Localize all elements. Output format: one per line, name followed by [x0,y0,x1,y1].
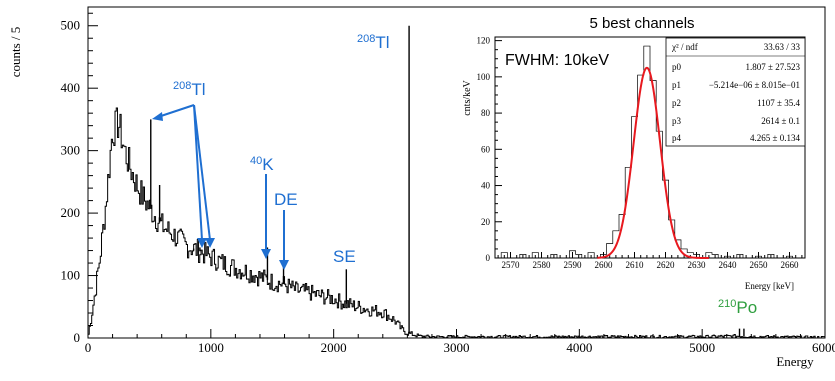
annotation-de-label: DE [274,190,298,209]
inset-x-tick-label: 2620 [657,260,676,270]
main-x-axis-label: Energy [776,354,814,369]
main-y-tick-label: 200 [61,205,81,220]
inset-peak-chart: 5 best channels cnts/keV Energy [keV] 25… [455,15,810,295]
main-y-tick-label: 400 [61,80,81,95]
inset-x-tick-label: 2590 [564,260,583,270]
stats-row-name: p4 [672,133,682,143]
inset-x-tick-label: 2600 [595,260,614,270]
annotation-po210-mass: 210 [718,298,736,310]
inset-y-tick-label: 60 [481,144,491,154]
stats-header-value: 33.63 / 33 [764,42,801,52]
inset-x-axis-label: Energy [keV] [745,281,794,291]
inset-x-tick-label: 2570 [502,260,521,270]
main-x-tick-label: 3000 [444,340,470,355]
annotation-po210-element: Po [736,298,757,317]
stats-row-value: 1107 ± 35.4 [757,98,800,108]
stats-row-name: p1 [672,80,681,90]
annotation-k40: 40K [250,155,274,259]
inset-title: 5 best channels [589,15,694,32]
annotation-k40-mass: 40 [250,155,262,167]
main-y-tick-label: 100 [61,268,81,283]
main-x-tick-label: 4000 [566,340,592,355]
main-y-tick-label: 300 [61,143,81,158]
inset-y-tick-label: 100 [477,72,491,82]
stats-row-name: p3 [672,116,682,126]
stats-row-value: 2614 ± 0.1 [761,116,800,126]
stats-box-frame [666,38,805,146]
annotation-tl208-main-element: Tl [375,33,389,52]
inset-y-axis-label: cnts/keV [462,79,473,115]
inset-x-tick-label: 2630 [688,260,707,270]
main-x-tick-label: 1000 [198,340,224,355]
annotation-tl208-multi-mass: 208 [173,80,191,92]
arrow-tl208-to-860 [194,105,202,240]
main-x-tick-label: 5000 [689,340,715,355]
arrowhead-tl208-911 [205,238,215,248]
arrow-tl208-to-511 [158,105,194,117]
stats-row-name: p0 [672,62,682,72]
annotation-se: SE [333,247,356,266]
inset-x-tick-label: 2640 [719,260,738,270]
arrow-tl208-to-911 [194,105,210,240]
svg-text:208Tl: 208Tl [173,80,206,99]
stats-row-value: 4.265 ± 0.134 [750,133,800,143]
inset-y-tick-label: 20 [481,217,491,227]
main-y-axis-label: counts / 5 [8,27,23,78]
annotation-tl208-main-mass: 208 [357,33,375,45]
stats-row-name: p2 [672,98,681,108]
inset-fwhm-annotation: FWHM: 10keV [505,52,609,69]
main-x-tick-label: 2000 [321,340,347,355]
inset-x-tick-label: 2580 [533,260,552,270]
annotation-tl208-main: 208Tl [357,33,390,52]
annotation-de: DE [274,190,298,270]
inset-x-tick-label: 2650 [750,260,769,270]
inset-y-tick-label: 80 [481,108,491,118]
stats-row-value: 1.807 ± 27.523 [746,62,801,72]
main-x-tick-label: 6000 [812,340,835,355]
annotation-tl208-multi: 208Tl [152,80,215,248]
stats-header-label: χ² / ndf [671,42,698,52]
main-y-tick-label: 0 [74,330,81,345]
annotation-tl208-multi-element: Tl [191,80,205,99]
inset-x-tick-label: 2610 [626,260,645,270]
annotation-k40-element: K [262,155,274,174]
annotation-po210: 210Po [718,298,757,317]
inset-x-tick-label: 2660 [781,260,800,270]
arrowhead-de [279,260,289,270]
inset-y-tick-label: 0 [486,253,491,263]
inset-y-tick-label: 40 [481,181,491,191]
svg-text:40K: 40K [250,155,274,174]
stats-row-value: −5.214e−06 ± 8.015e−01 [709,80,800,90]
main-x-tick-label: 0 [85,340,92,355]
main-y-tick-label: 500 [61,18,81,33]
inset-stats-box: χ² / ndf 33.63 / 33 p0 1.807 ± 27.523 p1… [666,38,805,146]
arrowhead-k40 [261,249,271,259]
inset-y-tick-label: 120 [477,36,491,46]
arrowhead-tl208-511 [152,112,163,121]
